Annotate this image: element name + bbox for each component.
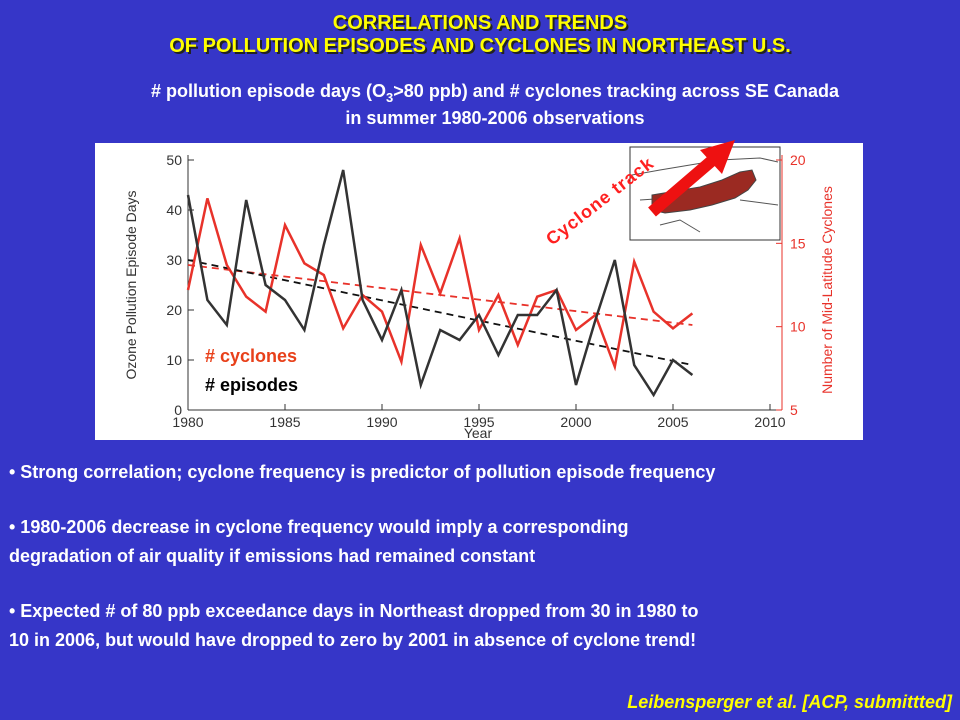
- series-line: [186, 197, 694, 372]
- subtitle: # pollution episode days (O3>80 ppb) and…: [151, 81, 840, 105]
- y2-tick-label: 20: [790, 152, 806, 168]
- title-shadow: CORRELATIONS AND TRENDS: [335, 14, 629, 36]
- legend-entry: # cyclones: [205, 346, 297, 366]
- x-tick-label: 2010: [754, 414, 785, 430]
- y-tick-label: 30: [166, 252, 182, 268]
- x-tick-label: 1990: [366, 414, 397, 430]
- y2-tick-label: 5: [790, 402, 798, 418]
- bullet-text: • 1980-2006 decrease in cyclone frequenc…: [9, 517, 629, 537]
- bullet-text: 10 in 2006, but would have dropped to ze…: [9, 630, 696, 650]
- y-tick-label: 10: [166, 352, 182, 368]
- subtitle-part: 3: [386, 90, 393, 105]
- cyclone-arrow: [648, 140, 735, 217]
- bullet-text: degradation of air quality if emissions …: [9, 546, 535, 566]
- subtitle-part: # pollution episode days (O: [151, 81, 386, 101]
- y2-axis-label: Number of Mid-Latitude Cyclones: [819, 186, 835, 394]
- y2-tick-label: 15: [790, 235, 806, 251]
- subtitle-part: >80 ppb) and # cyclones tracking across …: [393, 81, 840, 101]
- y-tick-label: 20: [166, 302, 182, 318]
- y-tick-label: 50: [166, 152, 182, 168]
- subtitle-part: in summer 1980-2006 observations: [345, 108, 644, 128]
- subtitle: in summer 1980-2006 observations: [345, 108, 644, 128]
- y-tick-label: 40: [166, 202, 182, 218]
- bullet-text: • Expected # of 80 ppb exceedance days i…: [9, 601, 699, 621]
- y2-tick-label: 10: [790, 319, 806, 335]
- series-line: [186, 169, 694, 398]
- slide-title: CORRELATIONS AND TRENDS: [333, 12, 627, 34]
- slide-title: OF POLLUTION EPISODES AND CYCLONES IN NO…: [169, 35, 791, 57]
- legend-entry: # episodes: [205, 375, 298, 395]
- x-tick-label: 1980: [172, 414, 203, 430]
- x-axis-label: Year: [464, 425, 493, 441]
- x-tick-label: 2005: [657, 414, 688, 430]
- x-tick-label: 2000: [560, 414, 591, 430]
- citation: Leibensperger et al. [ACP, submittted]: [627, 692, 953, 712]
- y-tick-label: 0: [174, 402, 182, 418]
- x-tick-label: 1995: [463, 414, 494, 430]
- x-tick-label: 1985: [269, 414, 300, 430]
- title-shadow: OF POLLUTION EPISODES AND CYCLONES IN NO…: [171, 37, 793, 59]
- bullet-text: • Strong correlation; cyclone frequency …: [9, 462, 715, 482]
- y-axis-label: Ozone Pollution Episode Days: [123, 190, 139, 379]
